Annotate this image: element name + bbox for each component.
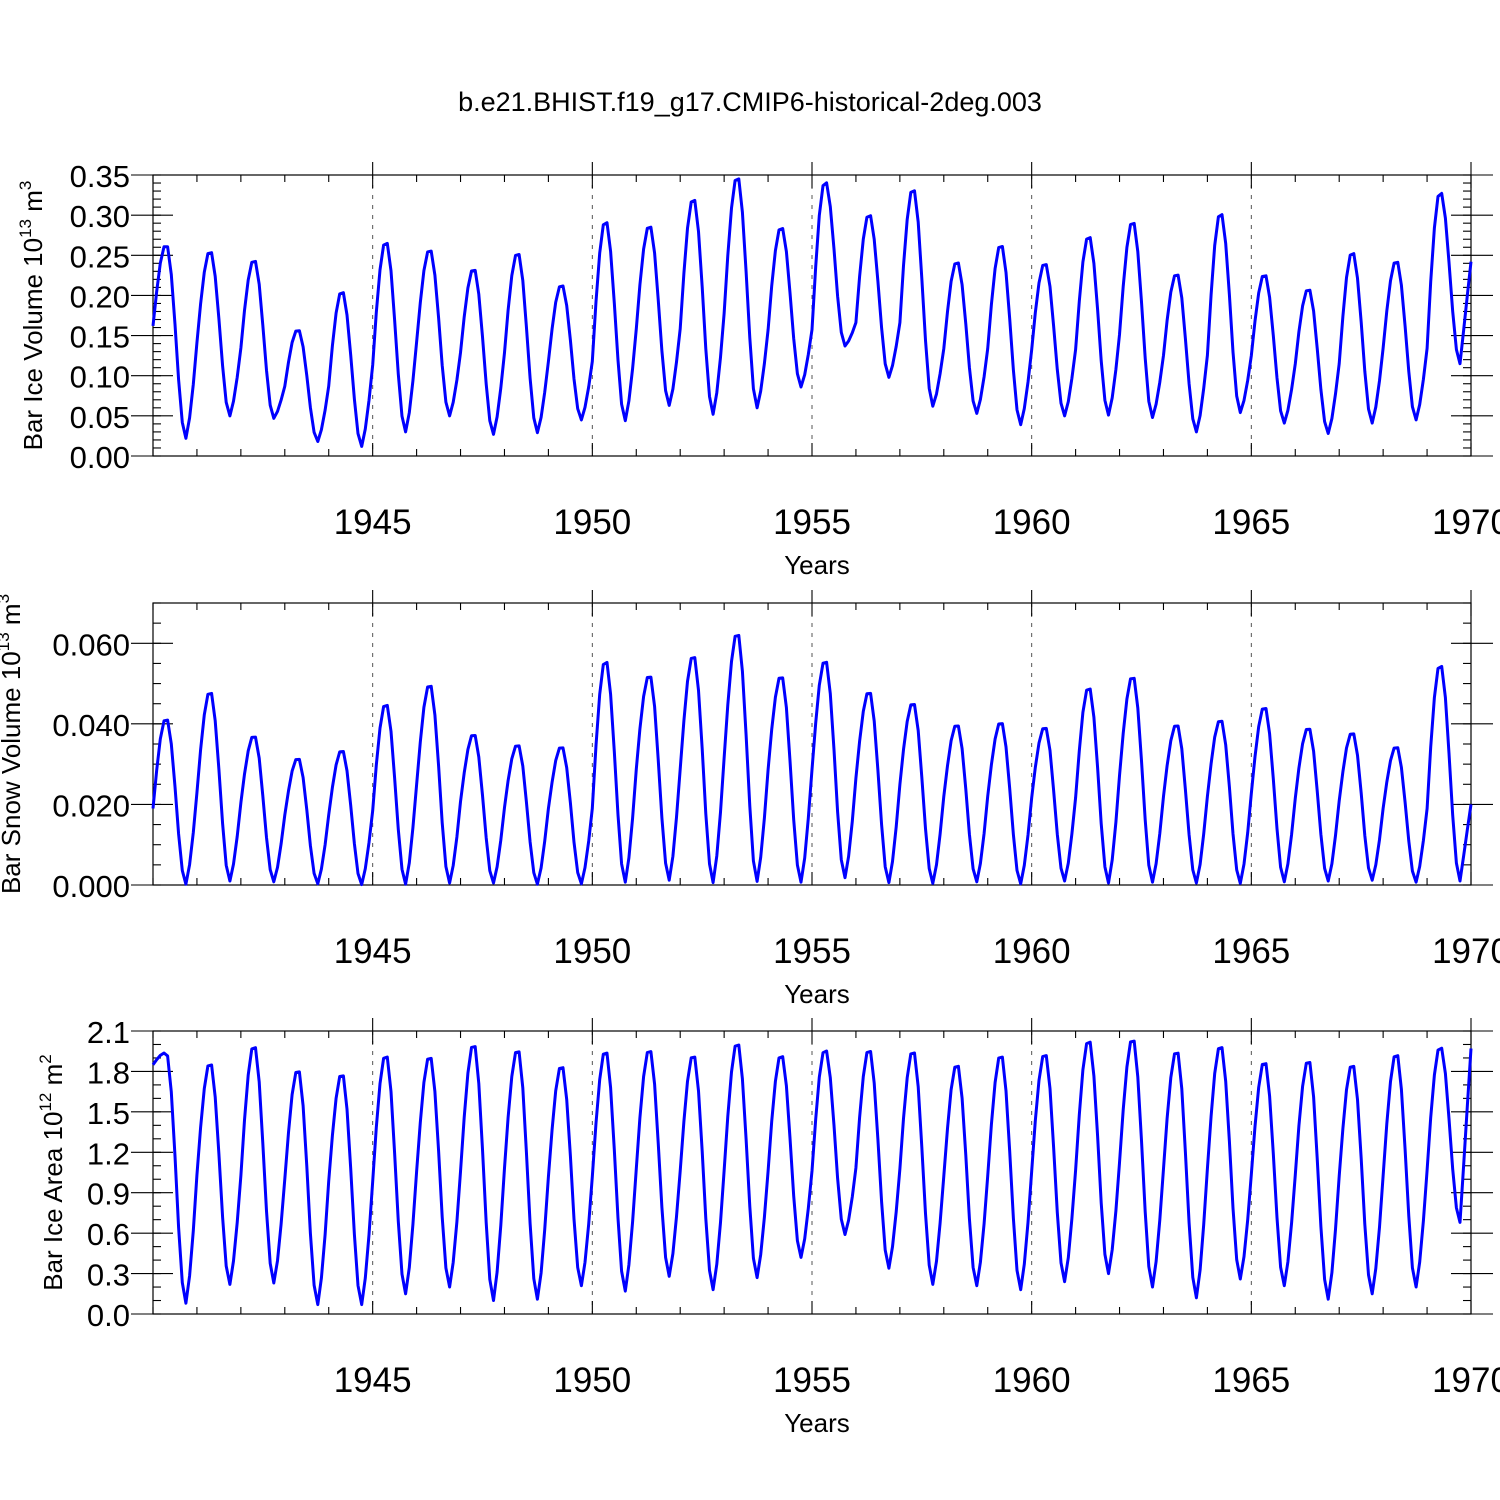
x-axis-label: Years	[784, 979, 850, 1009]
series-line-ice-area	[151, 1039, 1473, 1307]
y-axis-label: Bar Ice Area 1012 m2	[36, 1054, 68, 1291]
x-tick-label: 1955	[773, 932, 851, 971]
panel-snow-volume: 1945 1950 1955 1960 1965 1970 Years 0.000 0.020 0…	[0, 590, 1500, 1009]
x-tick-label: 1945	[334, 1361, 412, 1400]
y-tick-label: 0.000	[52, 869, 130, 904]
x-tick-label: 1965	[1212, 503, 1290, 542]
y-tick-label: 0.10	[70, 360, 130, 395]
x-tick-label: 1960	[993, 503, 1071, 542]
x-tick-label: 1970	[1432, 932, 1500, 971]
x-tick-label: 1955	[773, 1361, 851, 1400]
y-tick-label: 0.20	[70, 279, 130, 314]
y-tick-label: 0.020	[52, 788, 130, 823]
x-tick-label: 1945	[334, 503, 412, 542]
x-tick-label: 1965	[1212, 1361, 1290, 1400]
y-tick-label: 0.9	[87, 1177, 130, 1212]
y-axis-label: Bar Snow Volume 1013 m3	[0, 594, 26, 894]
panel-ice-area: 1945 1950 1955 1960 1965 1970 Years 0.0 0.3 0.6 0.…	[36, 1015, 1500, 1438]
chart-title: b.e21.BHIST.f19_g17.CMIP6-historical-2de…	[458, 87, 1042, 117]
y-tick-label: 0.25	[70, 239, 130, 274]
x-tick-label: 1950	[553, 503, 631, 542]
x-tick-label: 1950	[553, 1361, 631, 1400]
series-line-ice-volume	[151, 177, 1473, 448]
x-tick-label: 1955	[773, 503, 851, 542]
y-tick-label: 2.1	[87, 1015, 130, 1050]
x-tick-label: 1945	[334, 932, 412, 971]
y-tick-label: 0.15	[70, 320, 130, 355]
x-axis-label: Years	[784, 1408, 850, 1438]
x-tick-label: 1965	[1212, 932, 1290, 971]
y-tick-label: 0.040	[52, 708, 130, 743]
y-tick-label: 0.35	[70, 159, 130, 194]
y-tick-label: 0.05	[70, 400, 130, 435]
series-line-snow-volume	[151, 633, 1473, 887]
x-tick-label: 1950	[553, 932, 631, 971]
x-tick-label: 1960	[993, 1361, 1071, 1400]
panel-ice-volume: 1945 1950 1955 1960 1965 1970 Years 0.00 0.05 0.1…	[16, 159, 1500, 580]
y-tick-label: 1.5	[87, 1096, 130, 1131]
panels: 1945 1950 1955 1960 1965 1970 Years 0.00 0.05 0.1…	[0, 159, 1500, 1438]
y-tick-label: 0.060	[52, 627, 130, 662]
y-axis-label: Bar Ice Volume 1013 m3	[16, 181, 48, 451]
y-tick-label: 1.8	[87, 1055, 130, 1090]
y-tick-label: 0.3	[87, 1258, 130, 1293]
y-tick-label: 0.0	[87, 1298, 130, 1333]
y-tick-label: 0.6	[87, 1217, 130, 1252]
y-tick-label: 0.00	[70, 440, 130, 475]
y-tick-label: 1.2	[87, 1136, 130, 1171]
y-tick-label: 0.30	[70, 199, 130, 234]
x-tick-label: 1960	[993, 932, 1071, 971]
x-tick-label: 1970	[1432, 503, 1500, 542]
x-axis-label: Years	[784, 550, 850, 580]
x-tick-label: 1970	[1432, 1361, 1500, 1400]
